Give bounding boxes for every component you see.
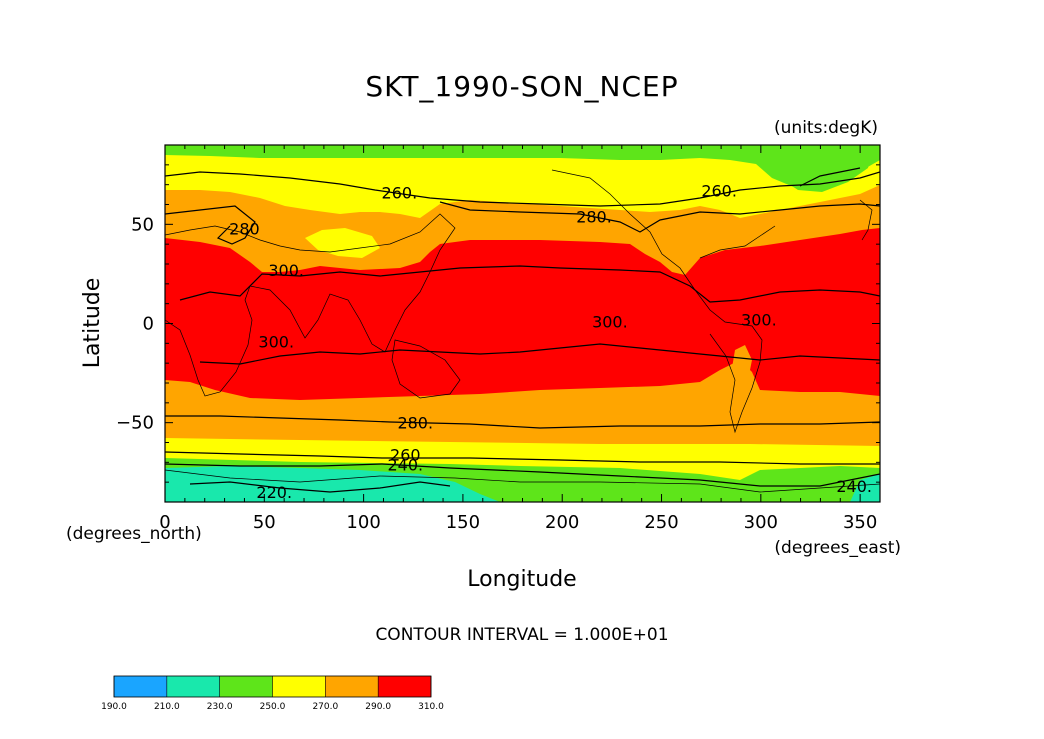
chart-title: SKT_1990-SON_NCEP [365, 70, 678, 103]
colorbar-swatch [166, 676, 220, 697]
colorbar-label: 190.0 [101, 702, 127, 712]
y-axis-label: Latitude [80, 278, 105, 369]
band-andes-270-290 [728, 345, 752, 415]
contour-label: 240. [836, 477, 872, 496]
x-tick-label: 250 [644, 512, 678, 533]
contour-lines [165, 167, 880, 493]
band-south-210-230-east [850, 474, 880, 502]
colorbar-label: 270.0 [312, 702, 338, 712]
contour-label: 220. [256, 483, 292, 502]
x-tick-label: 0 [159, 512, 170, 533]
x-tick-label: 300 [744, 512, 778, 533]
colorbar-swatch [272, 676, 326, 697]
colorbar-label: 310.0 [418, 702, 444, 712]
contour-label: 260. [701, 182, 737, 201]
contour-label: 260 [390, 445, 421, 464]
x-tick-label: 350 [843, 512, 877, 533]
contour-label: 300. [268, 261, 304, 280]
contour-label: 280. [576, 207, 612, 226]
y-tick-label: −50 [116, 413, 154, 434]
colorbar-label: 230.0 [207, 702, 233, 712]
units-label: (units:degK) [774, 118, 878, 138]
colorbar-swatch [378, 676, 431, 697]
contour-label: 260. [382, 184, 418, 203]
colorbar-swatch [219, 676, 273, 697]
y-tick-label: 0 [143, 314, 154, 335]
y-unit-label: (degrees_north) [66, 524, 202, 544]
colorbar-label: 210.0 [154, 702, 180, 712]
x-tick-label: 150 [446, 512, 480, 533]
contour-label: 300. [592, 313, 628, 332]
y-tick-labels: 50 0 −50 [116, 214, 154, 433]
band-north-230-250 [165, 145, 880, 188]
x-axis-label: Longitude [467, 567, 576, 592]
contour-label: 300. [258, 332, 294, 351]
x-tick-label: 50 [253, 512, 276, 533]
band-north-250-270 [165, 145, 880, 218]
colorbar-swatch [325, 676, 379, 697]
colorbar-label: 250.0 [260, 702, 286, 712]
colorbar: 190.0 210.0 230.0 250.0 270.0 290.0 310.0 [101, 675, 444, 712]
band-greenland-230-250 [770, 150, 872, 192]
tick-marks [164, 145, 880, 502]
contour-label: 240. [388, 455, 424, 474]
contour-label: 280. [397, 414, 433, 433]
contour-label: 280 [229, 219, 260, 238]
x-tick-label: 200 [545, 512, 579, 533]
contour-interval-label: CONTOUR INTERVAL = 1.000E+01 [375, 625, 668, 645]
map-field [165, 145, 880, 502]
x-unit-label: (degrees_east) [774, 538, 901, 558]
colorbar-label: 290.0 [365, 702, 391, 712]
y-tick-label: 50 [131, 214, 154, 235]
coastlines [165, 169, 880, 493]
x-tick-labels: 0 50 100 150 200 250 300 350 [159, 512, 877, 533]
colorbar-swatch [114, 676, 167, 697]
band-north-250-270-tongue [305, 228, 380, 258]
x-tick-label: 100 [346, 512, 380, 533]
contour-label: 300. [741, 311, 777, 330]
band-south-210-230 [165, 466, 500, 502]
